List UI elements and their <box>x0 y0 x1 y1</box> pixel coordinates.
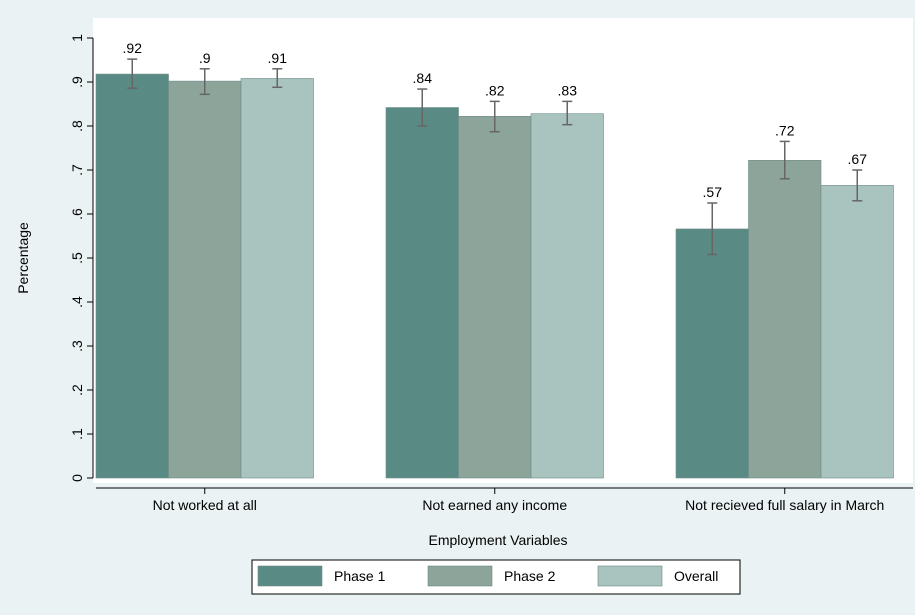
y-tick-label: .3 <box>69 340 85 352</box>
bar <box>458 116 532 479</box>
data-label: .67 <box>848 151 868 167</box>
data-label: .92 <box>123 40 143 56</box>
legend-label: Phase 2 <box>504 568 556 584</box>
x-axis: Not worked at all Not earned any income No… <box>96 487 913 513</box>
data-label: .57 <box>703 184 723 200</box>
legend-swatch <box>597 565 663 587</box>
data-label: .72 <box>775 122 795 138</box>
y-tick-label: .6 <box>69 208 85 220</box>
bar <box>168 80 242 479</box>
bar <box>748 160 822 479</box>
legend: Phase 1 Phase 2 Overall <box>251 559 741 595</box>
x-tick-label: Not recieved full salary in March <box>685 497 884 513</box>
data-label: .83 <box>558 82 578 98</box>
data-label: .91 <box>268 50 288 66</box>
y-tick-label: .9 <box>69 76 85 88</box>
bar <box>385 107 459 479</box>
y-tick-label: .1 <box>69 428 85 440</box>
y-tick-label: .8 <box>69 120 85 132</box>
x-axis-title: Employment Variables <box>428 532 567 548</box>
data-label: .9 <box>199 50 211 66</box>
y-axis: 0 .1 .2 .3 .4 .5 .6 .7 .8 .9 1 <box>69 34 94 482</box>
legend-swatch <box>427 565 493 587</box>
legend-label: Phase 1 <box>334 568 386 584</box>
y-tick-label: .7 <box>69 164 85 176</box>
bar <box>95 73 169 479</box>
y-tick-label: .4 <box>69 296 85 308</box>
x-tick-label: Not earned any income <box>422 497 567 513</box>
bar <box>675 228 749 479</box>
y-axis-title: Percentage <box>15 222 31 294</box>
y-tick-label: .5 <box>69 252 85 264</box>
legend-box <box>251 559 741 595</box>
y-tick-label: 1 <box>69 34 85 42</box>
x-tick-label: Not worked at all <box>153 497 257 513</box>
bar <box>530 113 604 479</box>
legend-label: Overall <box>674 568 718 584</box>
y-tick-label: 0 <box>69 474 85 482</box>
data-label: .84 <box>413 70 433 86</box>
bar <box>820 185 894 479</box>
bar <box>240 78 314 479</box>
y-tick-label: .2 <box>69 384 85 396</box>
data-label: .82 <box>485 82 505 98</box>
bars-group: .92 .9 .91 .84 .82 .83 .57 .72 .67 <box>95 40 894 479</box>
legend-swatch <box>257 565 323 587</box>
